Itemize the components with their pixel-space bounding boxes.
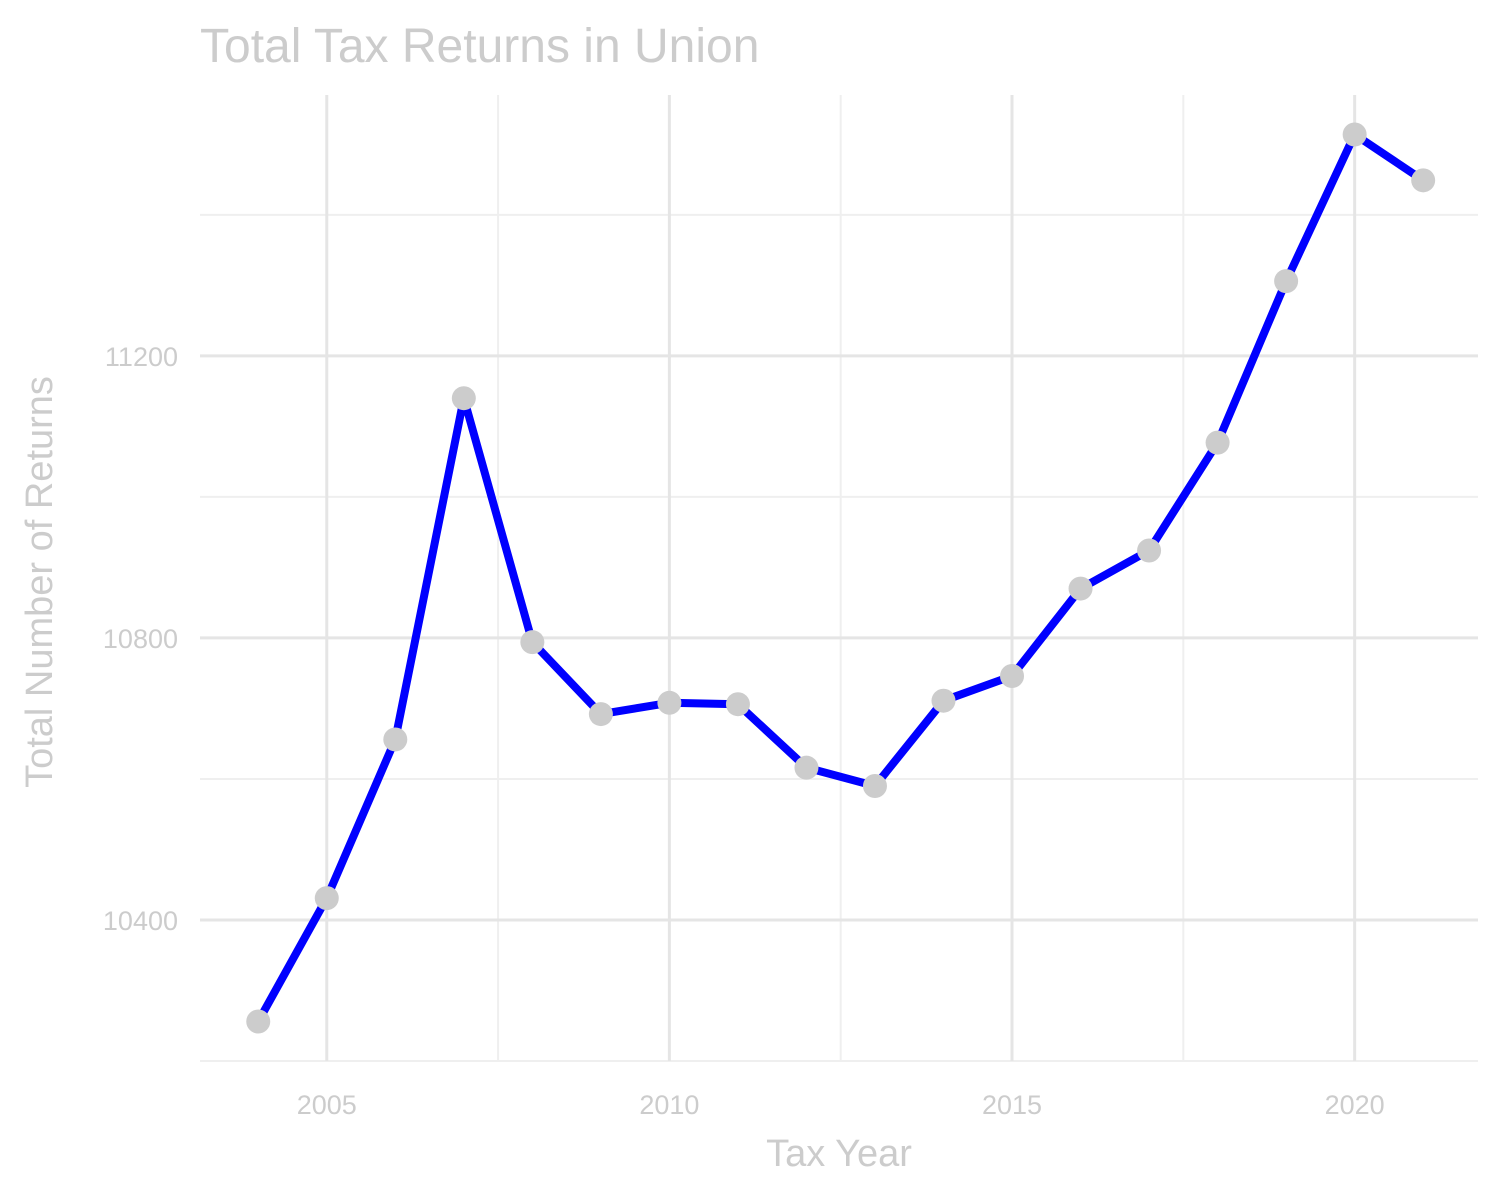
data-point-2018	[1205, 430, 1230, 455]
series-line	[254, 130, 1428, 1026]
data-point-2008	[520, 630, 545, 655]
data-point-2014	[931, 688, 956, 713]
data-point-2013	[862, 774, 887, 799]
points-layer	[246, 122, 1436, 1034]
data-point-2012	[794, 755, 819, 780]
data-point-2016	[1068, 576, 1093, 601]
grid-layer	[200, 95, 1478, 1062]
data-point-2006	[383, 727, 408, 752]
data-point-2020	[1342, 122, 1367, 147]
x-tick-label: 2005	[297, 1090, 357, 1120]
series-layer	[254, 130, 1428, 1026]
y-axis-title: Total Number of Returns	[19, 376, 61, 788]
data-point-2007	[451, 386, 476, 411]
data-point-2011	[725, 692, 750, 717]
x-tick-label: 2010	[639, 1090, 699, 1120]
data-point-2015	[1000, 664, 1025, 689]
x-tick-label: 2020	[1325, 1090, 1385, 1120]
labels-layer: 2005 2010 2015 2020 10400 10800 11200	[103, 342, 1385, 1120]
x-axis-title: Tax Year	[766, 1133, 912, 1175]
y-tick-label: 10400	[103, 906, 178, 936]
data-point-2019	[1274, 269, 1299, 294]
chart-title: Total Tax Returns in Union	[200, 20, 759, 73]
data-point-2017	[1137, 538, 1162, 563]
data-point-2009	[588, 702, 613, 727]
x-tick-label: 2015	[982, 1090, 1042, 1120]
y-tick-label: 10800	[103, 624, 178, 654]
data-point-2004	[246, 1009, 271, 1034]
y-tick-label: 11200	[105, 342, 178, 372]
data-point-2021	[1411, 168, 1436, 193]
data-point-2005	[314, 886, 339, 911]
data-point-2010	[657, 690, 682, 715]
